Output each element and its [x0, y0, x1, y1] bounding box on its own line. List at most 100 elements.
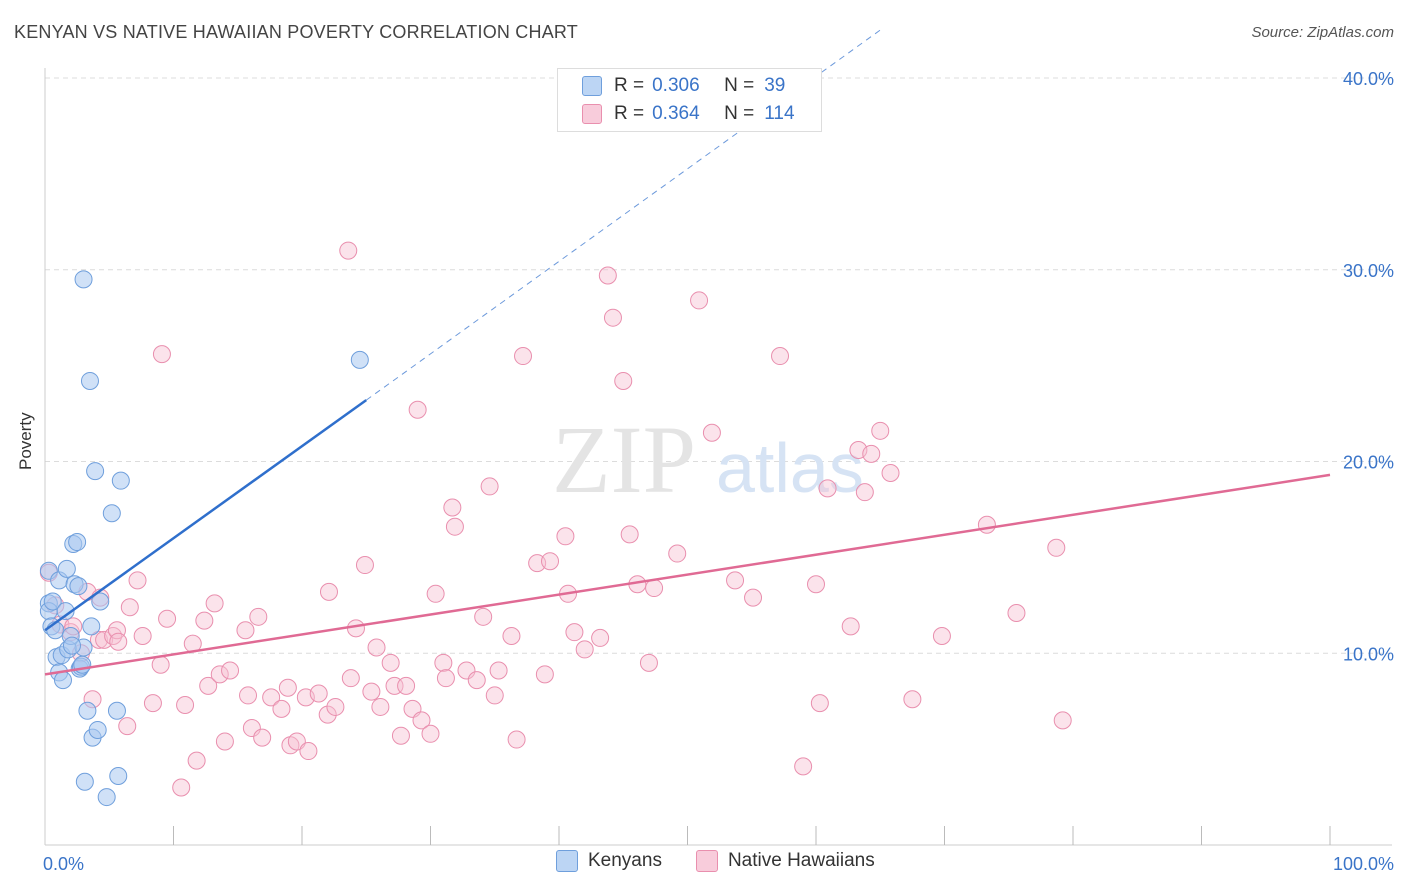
native-hawaiian-point: [253, 728, 272, 747]
native-hawaiian-point: [199, 676, 218, 695]
native-hawaiian-point: [614, 371, 633, 390]
legend-n-value: 39: [764, 75, 786, 96]
native-hawaiian-point: [278, 678, 297, 697]
kenyan-point: [82, 617, 101, 636]
native-hawaiian-point: [362, 682, 381, 701]
native-hawaiian-point: [818, 479, 837, 498]
native-hawaiian-point: [355, 556, 374, 575]
native-hawaiian-point: [855, 483, 874, 502]
kenyan-points: [39, 270, 369, 807]
native-hawaiian-point: [690, 291, 709, 310]
native-hawaiian-point: [862, 444, 881, 463]
legend-row-kenyans: R = 0.306 N = 39: [582, 74, 785, 98]
native-hawaiian-point: [771, 347, 790, 366]
native-hawaiian-point: [434, 653, 453, 672]
native-hawaiian-point: [341, 669, 360, 688]
native-hawaiian-point: [598, 266, 617, 285]
native-hawaiian-point: [445, 517, 464, 536]
watermark-zip: ZIP: [552, 406, 696, 513]
native-hawaiian-point: [1007, 603, 1026, 622]
source-label: Source: ZipAtlas.com: [1251, 24, 1394, 41]
native-hawaiian-point: [575, 640, 594, 659]
native-hawaiian-point: [346, 619, 365, 638]
native-hawaiian-point: [603, 308, 622, 327]
native-hawaiian-point: [221, 661, 240, 680]
native-hawaiian-point: [187, 751, 206, 770]
kenyan-point: [43, 592, 62, 611]
kenyans-swatch: [582, 76, 602, 96]
kenyan-point: [80, 371, 99, 390]
native-hawaiian-point: [172, 778, 191, 797]
native-hawaiian-point: [381, 653, 400, 672]
tick-labels: 10.0% 20.0% 30.0% 40.0% 0.0% 100.0%: [43, 69, 1394, 874]
kenyan-point: [97, 788, 116, 807]
kenyan-point: [74, 270, 93, 289]
legend-item-native-hawaiians[interactable]: Native Hawaiians: [695, 850, 875, 872]
native-hawaiian-point: [195, 611, 214, 630]
trend-lines: [44, 29, 1331, 676]
grid-lines: [45, 77, 1392, 654]
kenyan-point: [107, 701, 126, 720]
native-hawaiian-point: [371, 697, 390, 716]
legend-n-label: N =: [724, 75, 755, 96]
native-hawaiian-point: [210, 665, 229, 684]
kenyans-swatch: [556, 850, 578, 872]
native-hawaiian-point: [977, 515, 996, 534]
native-hawaiian-point: [133, 626, 152, 645]
native-hawaiian-point: [443, 498, 462, 517]
native-hawaiian-point: [474, 607, 493, 626]
native-hawaiian-point: [507, 730, 526, 749]
x-tick-label: 0.0%: [43, 854, 84, 874]
native-hawaiian-point: [535, 665, 554, 684]
native-hawaiian-point: [639, 653, 658, 672]
native-hawaiian-point: [262, 688, 281, 707]
correlation-legend: R = 0.306 N = 39 R = 0.364 N = 114: [557, 68, 822, 132]
native-hawaiian-point: [810, 694, 829, 713]
kenyan-point: [69, 577, 88, 596]
kenyan-point: [78, 701, 97, 720]
kenyan-point: [56, 602, 75, 621]
native-hawaiian-point: [620, 525, 639, 544]
y-tick-label: 10.0%: [1343, 644, 1394, 664]
native-hawaiian-point: [702, 423, 721, 442]
native-hawaiian-point: [932, 626, 951, 645]
native-hawaiian-point: [287, 732, 306, 751]
native-hawaiian-point: [143, 694, 162, 713]
native-hawaiian-point: [107, 621, 126, 640]
native-hawaiian-point: [318, 705, 337, 724]
native-hawaiian-point: [118, 717, 137, 736]
y-tick-label: 40.0%: [1343, 69, 1394, 89]
legend-row-native-hawaiians: R = 0.364 N = 114: [582, 102, 795, 126]
axes: [44, 68, 1392, 846]
watermark-atlas: atlas: [716, 429, 864, 507]
native-hawaiians-swatch: [582, 104, 602, 124]
native-hawaiian-trend-line: [44, 473, 1331, 676]
native-hawaiian-point: [272, 699, 291, 718]
native-hawaiian-point: [309, 684, 328, 703]
native-hawaiian-point: [565, 623, 584, 642]
kenyan-point: [86, 462, 105, 481]
native-hawaiian-point: [339, 241, 358, 260]
native-hawaiian-point: [467, 671, 486, 690]
native-hawaiian-point: [489, 661, 508, 680]
watermark: ZIP atlas: [552, 406, 864, 513]
native-hawaiian-point: [502, 626, 521, 645]
legend-item-kenyans[interactable]: Kenyans: [556, 850, 662, 872]
legend-r-value: 0.364: [652, 103, 700, 124]
y-tick-label: 30.0%: [1343, 261, 1394, 281]
native-hawaiian-point: [645, 579, 664, 598]
native-hawaiian-point: [397, 676, 416, 695]
native-hawaiian-point: [152, 345, 171, 364]
native-hawaiian-point: [95, 630, 114, 649]
legend-n-value: 114: [764, 103, 795, 124]
native-hawaiians-swatch: [695, 850, 718, 872]
native-hawaiian-point: [215, 732, 234, 751]
native-hawaiian-point: [591, 628, 610, 647]
native-hawaiian-point: [421, 724, 440, 743]
native-hawaiian-point: [408, 400, 427, 419]
native-hawaiian-point: [1053, 711, 1072, 730]
legend-label-native-hawaiians: Native Hawaiians: [727, 850, 875, 871]
native-hawaiian-point: [128, 571, 147, 590]
chart-title: KENYAN VS NATIVE HAWAIIAN POVERTY CORREL…: [14, 22, 578, 42]
